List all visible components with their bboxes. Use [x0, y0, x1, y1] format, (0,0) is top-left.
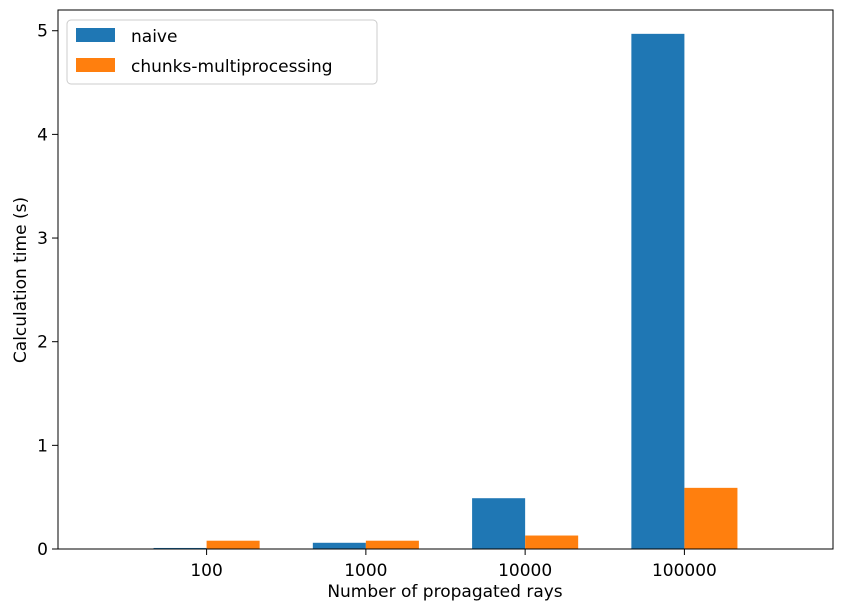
bar-naive-100000: [631, 33, 685, 549]
y-tick-label: 1: [37, 436, 48, 456]
legend-box: [66, 19, 378, 85]
x-tick-label: 100000: [652, 561, 717, 581]
bar-naive-1000: [312, 542, 366, 549]
x-axis: 100 1000 10000 100000: [190, 549, 717, 581]
y-tick-label: 5: [37, 22, 48, 42]
bar-chunks-multiprocessing-10000: [525, 535, 579, 549]
y-tick-label: 0: [37, 540, 48, 560]
y-axis-label: Calculation time (s): [11, 197, 31, 363]
legend-swatch-naive: [76, 28, 115, 42]
y-tick-label: 4: [37, 125, 48, 145]
x-axis-label: Number of propagated rays: [327, 582, 562, 602]
bar-chunks-multiprocessing-1000: [365, 540, 419, 549]
bar-chunks-multiprocessing-100000: [684, 487, 738, 549]
bar-naive-100: [153, 547, 207, 549]
bar-naive-10000: [472, 498, 526, 549]
x-tick-label: 10000: [498, 561, 552, 581]
x-tick-label: 1000: [344, 561, 387, 581]
bar-chunks-multiprocessing-100: [206, 540, 260, 549]
bars-group: [153, 33, 738, 549]
y-tick-label: 2: [37, 333, 48, 353]
y-tick-label: 3: [37, 229, 48, 249]
legend-swatch-chunks-multiprocessing: [76, 58, 115, 72]
x-tick-label: 100: [190, 561, 222, 581]
legend-label-naive: naive: [131, 27, 177, 47]
legend-label-chunks-multiprocessing: chunks-multiprocessing: [131, 57, 333, 77]
legend: naive chunks-multiprocessing: [66, 19, 378, 85]
plot-frame: [57, 9, 834, 550]
y-axis: 0 1 2 3 4 5: [37, 22, 58, 560]
